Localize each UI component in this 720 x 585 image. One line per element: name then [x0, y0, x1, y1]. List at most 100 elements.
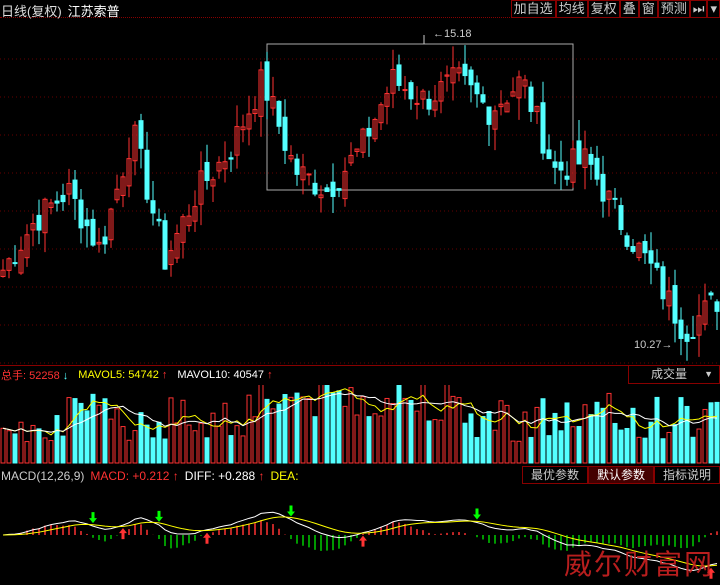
chevron-down-icon[interactable]: ▾ — [707, 0, 720, 18]
volume-bar — [120, 426, 126, 464]
header-bar: 日线(复权) 江苏索普 加自选 均线 复权 叠 窗 预测 ⏭ ▾ — [0, 0, 720, 20]
volume-bar — [366, 416, 372, 464]
volume-bar — [600, 407, 606, 464]
candle — [612, 197, 618, 200]
volume-header: 总手: 52258 ↓ MAVOL5: 54742 ↑ MAVOL10: 405… — [0, 365, 628, 384]
candle — [270, 96, 276, 109]
indicator-selector[interactable]: 成交量 ▼ — [628, 365, 720, 384]
volume-bar — [138, 412, 144, 464]
candle — [90, 218, 96, 246]
volume-bar — [564, 402, 570, 464]
volume-bar — [192, 430, 198, 464]
candle — [174, 232, 180, 259]
volume-bar — [624, 427, 630, 464]
candle — [450, 67, 456, 84]
candle — [138, 120, 144, 149]
volume-bar — [258, 385, 264, 464]
candle — [348, 154, 354, 164]
skip-end-icon[interactable]: ⏭ — [689, 0, 708, 18]
watermark: 威尔财富网 — [563, 548, 714, 581]
add-watchlist-button[interactable]: 加自选 — [510, 0, 556, 18]
volume-bar — [654, 396, 660, 464]
candle — [708, 292, 714, 296]
dropdown-icon: ▼ — [704, 369, 713, 379]
candle — [540, 102, 546, 154]
volume-bar — [0, 427, 6, 464]
volume-bar — [492, 429, 498, 464]
candle — [30, 223, 36, 231]
candle — [546, 149, 552, 160]
volume-bar — [162, 438, 168, 464]
volume-bar — [384, 397, 390, 464]
window-button[interactable]: 窗 — [638, 0, 658, 18]
default-params-button[interactable]: 默认参数 — [587, 466, 654, 484]
candle — [204, 161, 210, 181]
candle — [300, 166, 306, 181]
macd-name: MACD(12,26,9) — [1, 468, 85, 483]
candle — [96, 241, 102, 245]
candle — [522, 79, 528, 87]
candle — [684, 333, 690, 342]
candle — [576, 140, 582, 165]
volume-bar — [618, 429, 624, 464]
volume-bar — [498, 400, 504, 464]
candle — [696, 315, 702, 336]
volume-bar — [690, 436, 696, 464]
macd-buttons: 最优参数 默认参数 指标说明 — [521, 466, 720, 484]
indicator-help-button[interactable]: 指标说明 — [653, 466, 720, 484]
candle — [120, 176, 126, 196]
candle — [0, 269, 6, 277]
volume-bar — [552, 412, 558, 464]
volume-bar — [12, 433, 18, 464]
candle — [324, 187, 330, 193]
volume-bar — [78, 402, 84, 464]
candle — [276, 100, 282, 127]
volume-bar — [372, 413, 378, 464]
volume-bar — [540, 398, 546, 464]
forecast-button[interactable]: 预测 — [657, 0, 690, 18]
candle — [636, 242, 642, 259]
volume-bar — [570, 426, 576, 464]
volume-bar — [672, 424, 678, 464]
candle — [402, 89, 408, 92]
chart-title: 日线(复权) 江苏索普 — [1, 1, 120, 20]
candle — [42, 198, 48, 234]
volume-bar — [102, 398, 108, 464]
volume-bar — [630, 407, 636, 464]
golden-cross-arrow-icon — [119, 528, 127, 540]
moving-average-button[interactable]: 均线 — [555, 0, 588, 18]
volume-bar — [702, 408, 708, 464]
candle — [582, 148, 588, 168]
optimal-params-button[interactable]: 最优参数 — [521, 466, 588, 484]
candle — [426, 98, 432, 110]
candlestick-chart[interactable] — [0, 19, 720, 364]
volume-bar — [84, 410, 90, 464]
candle — [444, 74, 450, 77]
volume-bar — [180, 399, 186, 464]
candle — [414, 102, 420, 105]
candle — [534, 105, 540, 113]
candle — [396, 64, 402, 86]
overlay-button[interactable]: 叠 — [619, 0, 639, 18]
dea-line — [2, 516, 718, 567]
volume-bar — [432, 419, 438, 464]
candle — [114, 188, 120, 201]
candle — [594, 157, 600, 180]
volume-bar — [516, 440, 522, 464]
candle — [60, 194, 66, 203]
candle — [282, 116, 288, 151]
death-cross-arrow-icon — [155, 510, 163, 522]
volume-bar — [276, 403, 282, 464]
adjust-price-button[interactable]: 复权 — [587, 0, 620, 18]
volume-bar — [612, 422, 618, 464]
volume-bar — [312, 416, 318, 464]
candle — [6, 258, 12, 271]
mavol5: MAVOL5: 54742 ↑ — [78, 369, 168, 381]
candle — [456, 67, 462, 74]
death-cross-arrow-icon — [89, 512, 97, 524]
candle — [102, 236, 108, 245]
volume-bar — [252, 416, 258, 464]
volume-bar — [444, 385, 450, 464]
candle — [108, 208, 114, 241]
volume-bar — [96, 404, 102, 464]
